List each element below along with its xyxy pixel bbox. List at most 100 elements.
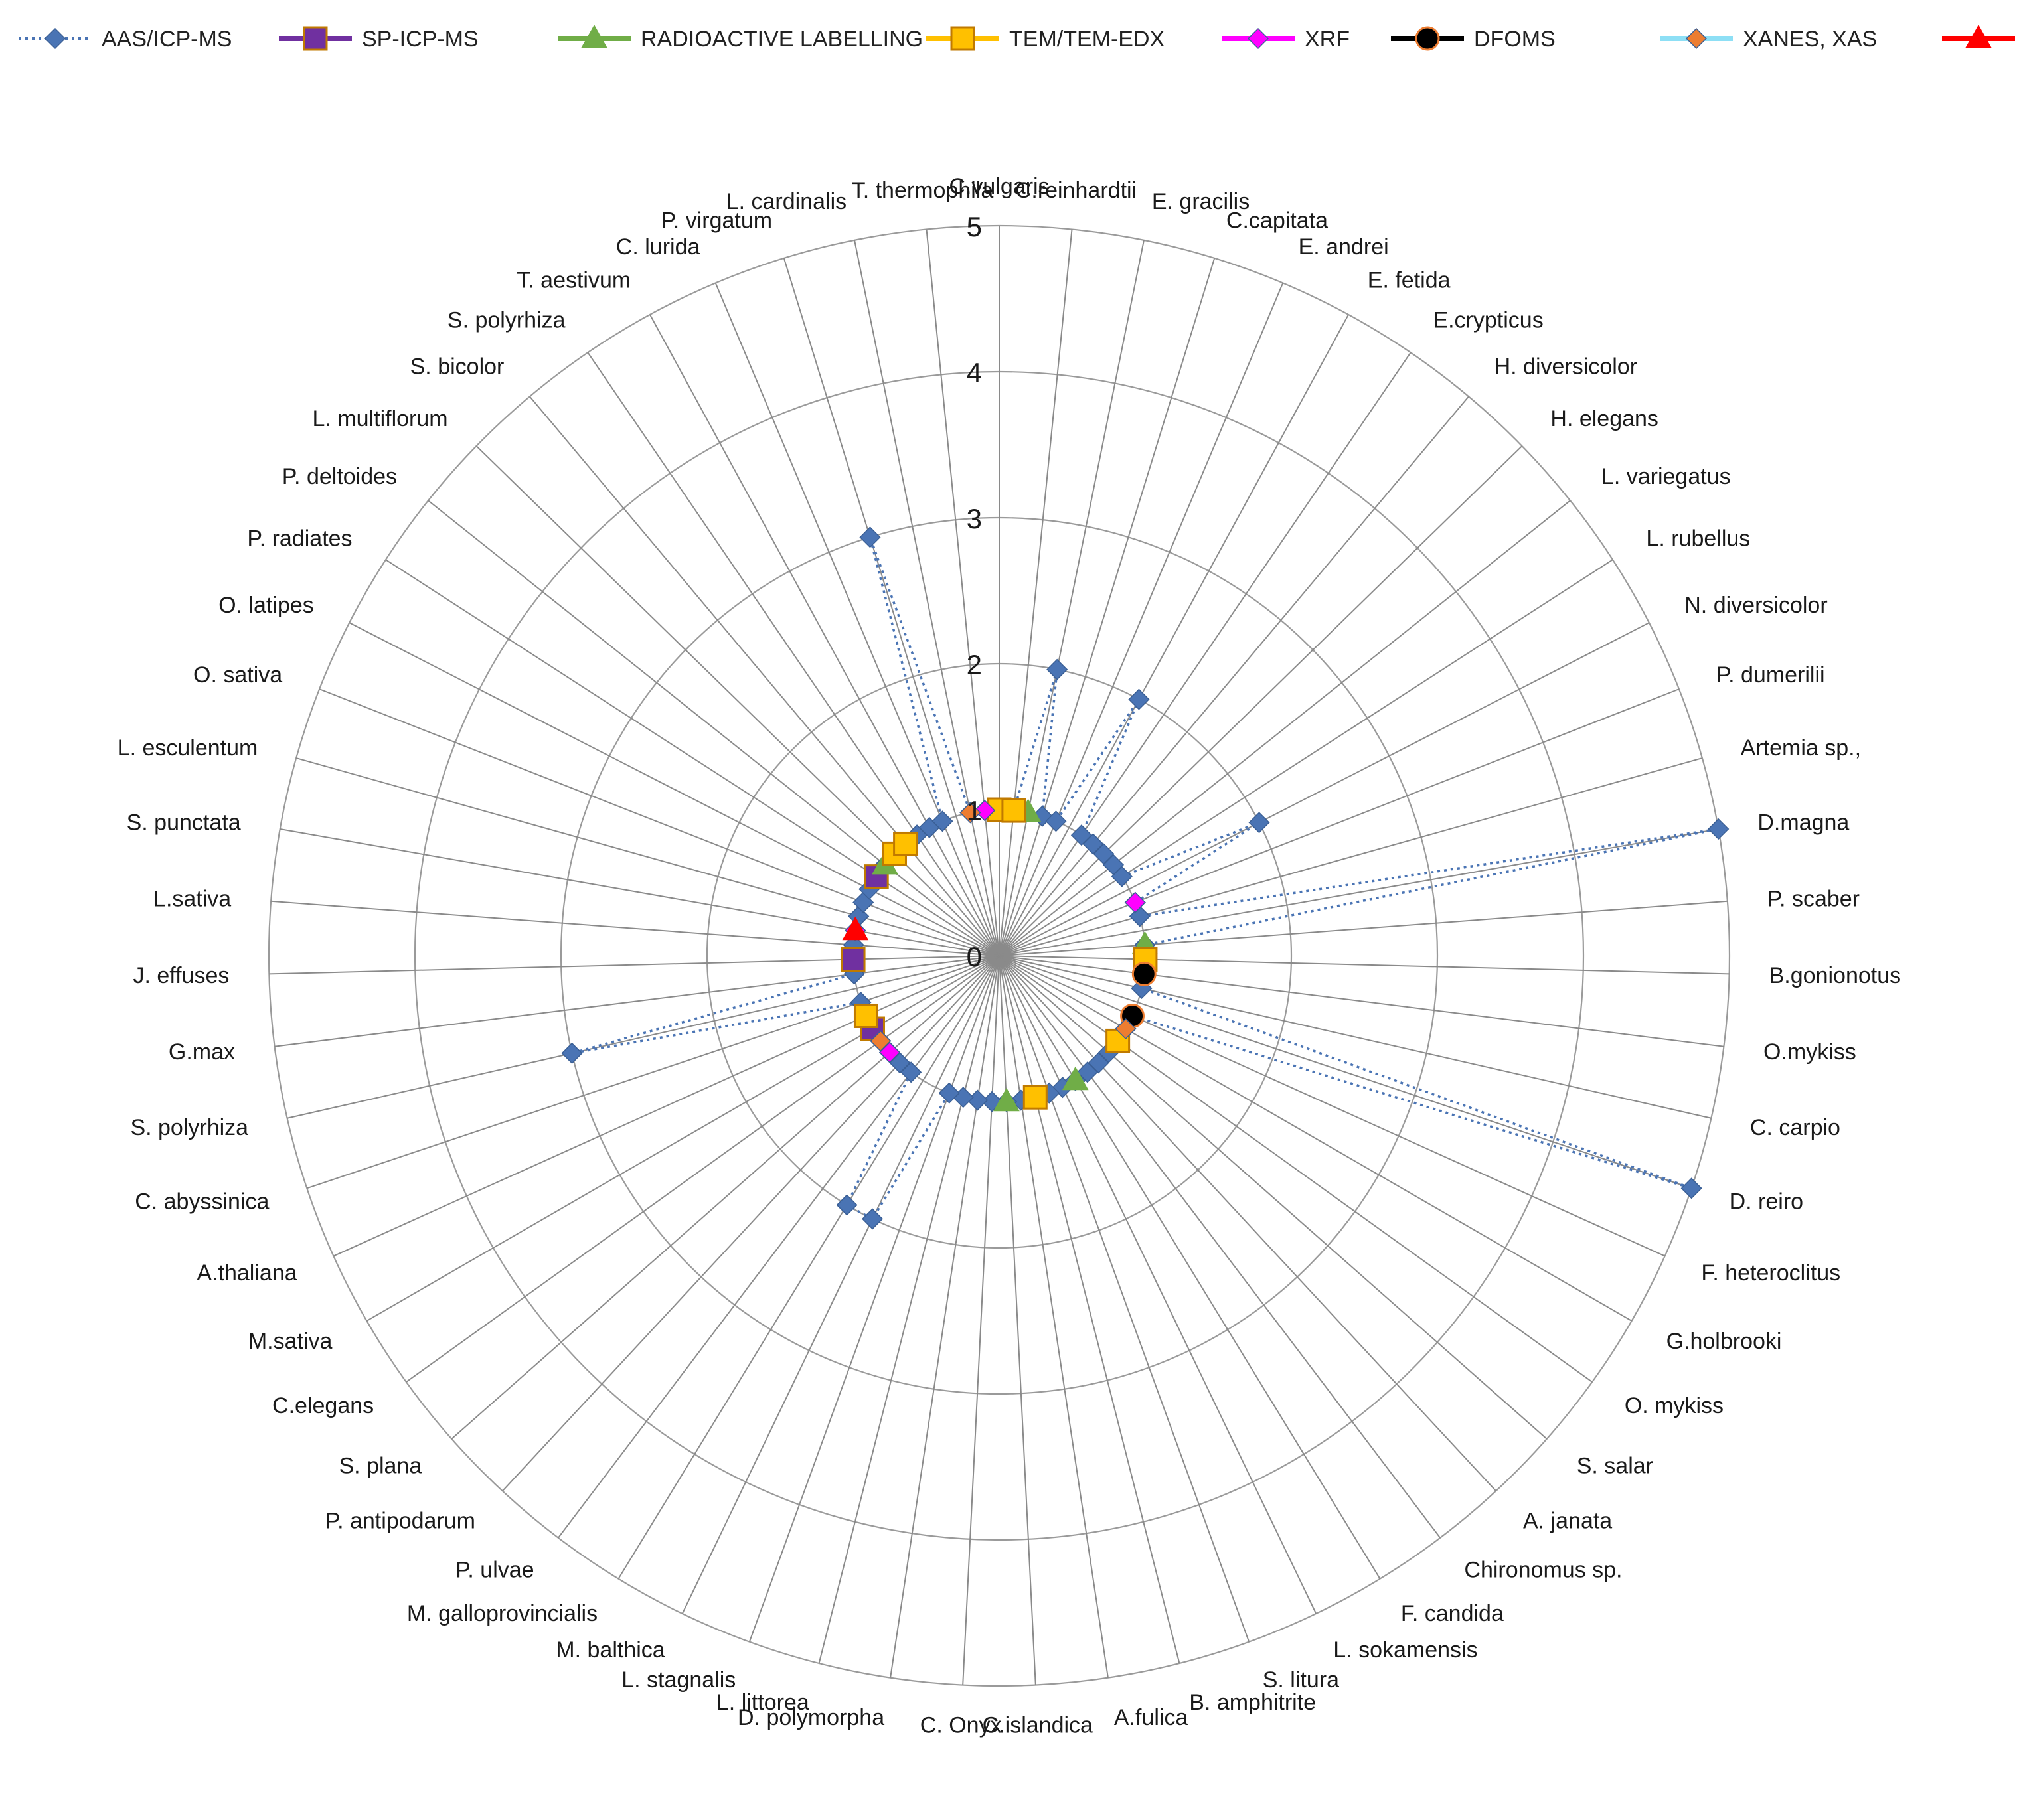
category-label: B. amphitrite — [1189, 1690, 1316, 1715]
legend-entry: RADIOACTIVE LABELLING — [558, 24, 923, 52]
category-label: D. reiro — [1730, 1189, 1803, 1214]
data-point — [1124, 891, 1146, 913]
grid-spoke — [287, 955, 1000, 1119]
category-label: S. punctata — [127, 810, 241, 836]
category-label: O. latipes — [218, 593, 314, 618]
category-label: C. abyssinica — [135, 1189, 269, 1214]
category-label: E.crypticus — [1433, 308, 1543, 333]
data-point — [841, 947, 866, 972]
grid-spoke — [502, 955, 1000, 1492]
grid-spoke — [999, 955, 1633, 1322]
data-point — [859, 526, 881, 548]
series-dfoms — [1120, 961, 1157, 1028]
category-label: S. litura — [1263, 1667, 1339, 1693]
grid-spoke — [385, 559, 1000, 956]
grid-spoke — [999, 955, 1317, 1614]
radial-tick-labels: 0 1 2 3 4 5 — [967, 211, 982, 972]
data-point — [1131, 961, 1157, 986]
data-point — [974, 800, 996, 822]
grid-spoke — [999, 688, 1680, 956]
category-label: C. Onyx — [920, 1713, 1002, 1738]
radial-tick-label: 0 — [967, 941, 982, 972]
category-label: E. gracilis — [1152, 189, 1250, 214]
category-label: E. fetida — [1368, 267, 1451, 293]
category-label: A.thaliana — [197, 1260, 297, 1286]
category-label: L.sativa — [153, 886, 231, 911]
category-label: S. polyrhiza — [447, 308, 566, 333]
grid-spoke — [999, 955, 1180, 1664]
category-label: S. plana — [339, 1454, 422, 1479]
grid-spoke — [999, 828, 1719, 956]
grid-spoke — [926, 229, 1000, 956]
data-point — [1111, 866, 1133, 887]
category-label: S. polyrhiza — [130, 1115, 248, 1140]
legend-label: RADIOACTIVE LABELLING — [641, 27, 923, 52]
grid-spoke — [999, 955, 1548, 1440]
data-point — [959, 802, 981, 824]
category-label: Artemia sp., — [1741, 735, 1861, 761]
grid-spoke — [333, 955, 1000, 1257]
legend-marker — [44, 27, 66, 50]
radar-grid — [268, 224, 1731, 1687]
grid-spoke — [999, 955, 1730, 975]
category-label: C. carpio — [1750, 1115, 1840, 1140]
legend-entry: XANES, XAS — [1660, 27, 1877, 52]
grid-spoke — [306, 955, 1000, 1189]
legend-entry: SP-ICP-MS — [279, 26, 479, 52]
data-point — [1248, 812, 1270, 834]
grid-spoke — [999, 955, 1496, 1492]
grid-spoke — [854, 240, 1000, 956]
legend-label: XANES, XAS — [1743, 27, 1877, 52]
legend-marker — [1965, 24, 1992, 48]
data-point — [862, 1208, 884, 1230]
category-label: L. stagnalis — [621, 1667, 736, 1693]
category-label: O.mykiss — [1763, 1039, 1856, 1065]
category-label: O. sativa — [193, 662, 282, 688]
radial-tick-label: 3 — [967, 503, 982, 534]
grid-spoke — [999, 955, 1692, 1189]
grid-spoke — [274, 955, 1000, 1047]
grid-spoke — [681, 955, 1000, 1614]
radial-tick-label: 1 — [967, 795, 982, 826]
grid-spoke — [295, 757, 1000, 956]
grid-spoke — [999, 955, 1593, 1383]
grid-spoke — [714, 282, 1000, 956]
category-label: S. salar — [1577, 1454, 1653, 1479]
data-point — [1022, 1085, 1048, 1110]
category-label: C.elegans — [272, 1393, 374, 1418]
category-label: E. andrei — [1299, 234, 1389, 260]
legend-entry: TEM/TEM-EDX — [926, 26, 1165, 52]
grid-spoke — [783, 258, 1000, 956]
grid-spoke — [999, 500, 1571, 956]
grid-spoke — [818, 955, 1000, 1664]
grid-spoke — [999, 955, 1666, 1257]
category-label: P. deltoides — [282, 464, 397, 489]
data-point — [993, 1087, 1020, 1112]
category-label: H. diversicolor — [1494, 354, 1637, 379]
grid-spoke — [529, 396, 1000, 956]
category-label: F. candida — [1401, 1601, 1504, 1626]
grid-spoke — [406, 955, 1000, 1383]
category-label: Chironomus sp. — [1464, 1558, 1622, 1583]
category-label: D. polymorpha — [738, 1705, 884, 1730]
category-label: P. ulvae — [455, 1558, 534, 1583]
data-point — [1001, 798, 1026, 823]
grid-spoke — [271, 900, 1000, 956]
category-label: M. galloprovincialis — [407, 1601, 598, 1626]
grid-spoke — [649, 314, 1000, 956]
data-point — [853, 1003, 878, 1028]
category-label: D.magna — [1757, 810, 1849, 836]
grid-spoke — [319, 688, 1000, 956]
series-xanes-xas — [870, 802, 1137, 1052]
category-label: M. balthica — [556, 1637, 665, 1663]
series-sims — [842, 916, 869, 941]
data-point — [561, 1042, 583, 1064]
radial-tick-label: 4 — [967, 357, 982, 388]
grid-spoke — [999, 445, 1523, 956]
category-label: A. janata — [1523, 1508, 1612, 1533]
data-point — [1045, 810, 1067, 832]
category-label: G.holbrooki — [1666, 1329, 1782, 1354]
grid-spoke — [558, 955, 1000, 1539]
data-point — [1115, 1018, 1137, 1040]
